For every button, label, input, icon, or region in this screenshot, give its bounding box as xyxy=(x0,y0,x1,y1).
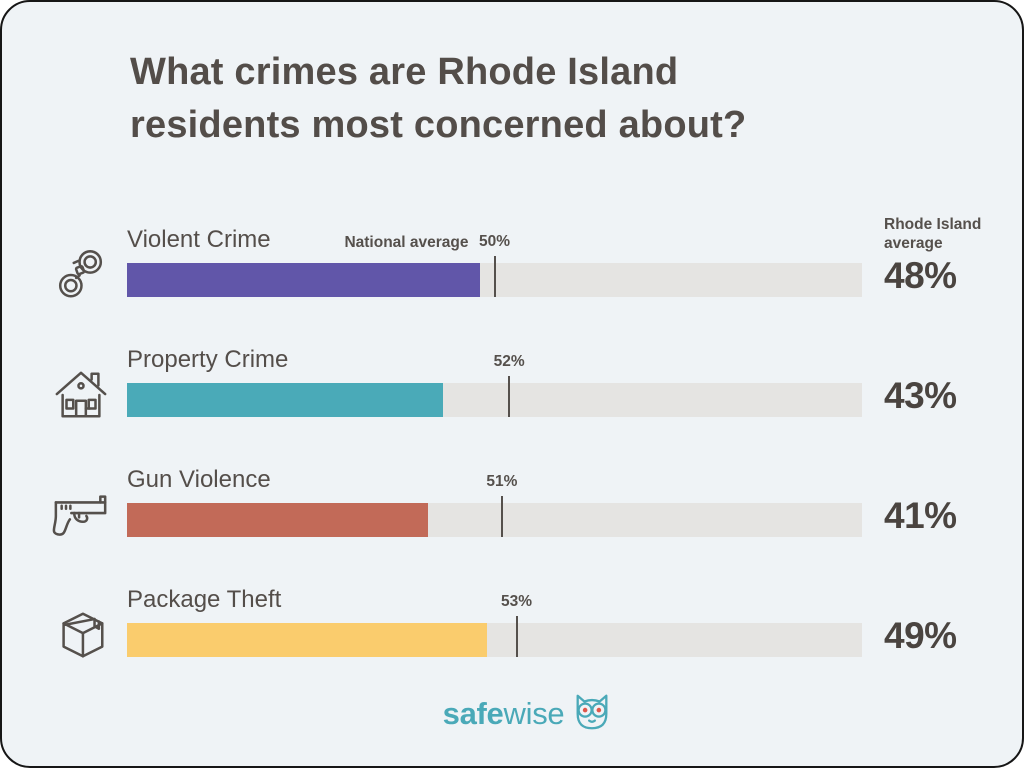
value-label: 48% xyxy=(884,255,957,296)
value-cell: 49% xyxy=(862,586,1022,706)
bar-rows: Violent Crime National average 50% Rhode… xyxy=(34,216,1022,706)
icon-cell xyxy=(34,466,127,586)
right-axis-header: Rhode Island average xyxy=(884,216,982,252)
page-title: What crimes are Rhode Island residents m… xyxy=(130,46,1022,152)
national-average-tick xyxy=(515,616,518,657)
package-icon xyxy=(52,606,110,664)
bar-fill xyxy=(127,623,488,657)
bar-fill xyxy=(127,263,480,297)
icon-cell xyxy=(34,586,127,706)
bars-cell: Package Theft 53% xyxy=(127,586,862,706)
content: What crimes are Rhode Island residents m… xyxy=(2,46,1022,738)
bar-row: Package Theft 53% 49% xyxy=(34,586,1022,706)
icon-cell xyxy=(34,226,127,346)
value-cell: 43% xyxy=(862,346,1022,466)
national-average-tick-label: 52% xyxy=(493,353,525,370)
bar-row: Property Crime 52% 43% xyxy=(34,346,1022,466)
logo-word-wise: wise xyxy=(503,696,565,731)
national-average-tick-label: 50% xyxy=(478,233,511,250)
icon-cell xyxy=(34,346,127,466)
logo-wordmark: safewise xyxy=(443,696,565,732)
logo-word-safe: safe xyxy=(442,696,504,731)
national-average-tick-label: 51% xyxy=(486,473,518,490)
gun-icon xyxy=(52,486,110,544)
handcuffs-icon xyxy=(52,246,110,304)
value-cell: 41% xyxy=(862,466,1022,586)
national-average-tick xyxy=(493,256,496,297)
value-label: 49% xyxy=(884,615,957,656)
bars-cell: Property Crime 52% xyxy=(127,346,862,466)
bar-row: Gun Violence 51% 41% xyxy=(34,466,1022,586)
owl-logo-icon xyxy=(576,694,608,730)
value-label: 43% xyxy=(884,375,957,416)
house-icon xyxy=(52,366,110,424)
bar-label: Property Crime xyxy=(127,346,289,373)
value-cell: Rhode Island average 48% xyxy=(862,216,1022,346)
bar-track xyxy=(127,256,862,297)
bar-label: Package Theft xyxy=(127,586,282,613)
bar-label: Gun Violence xyxy=(127,466,271,493)
bars-cell: Violent Crime National average 50% xyxy=(127,226,862,346)
bar-row: Violent Crime National average 50% Rhode… xyxy=(34,216,1022,346)
bar-fill xyxy=(127,383,444,417)
value-label: 41% xyxy=(884,495,957,536)
logo: safewise xyxy=(34,690,1022,738)
bar-track xyxy=(127,496,862,537)
title-line-2: residents most concerned about? xyxy=(130,104,747,146)
bar-track xyxy=(127,616,862,657)
bar-label: Violent Crime xyxy=(127,226,271,253)
bar-track xyxy=(127,376,862,417)
bars-cell: Gun Violence 51% xyxy=(127,466,862,586)
national-average-text: National average xyxy=(344,234,469,251)
national-average-tick xyxy=(508,376,511,417)
bar-fill xyxy=(127,503,429,537)
title-line-1: What crimes are Rhode Island xyxy=(130,51,679,93)
national-average-tick-label: 53% xyxy=(501,593,533,610)
national-average-tick xyxy=(500,496,503,537)
